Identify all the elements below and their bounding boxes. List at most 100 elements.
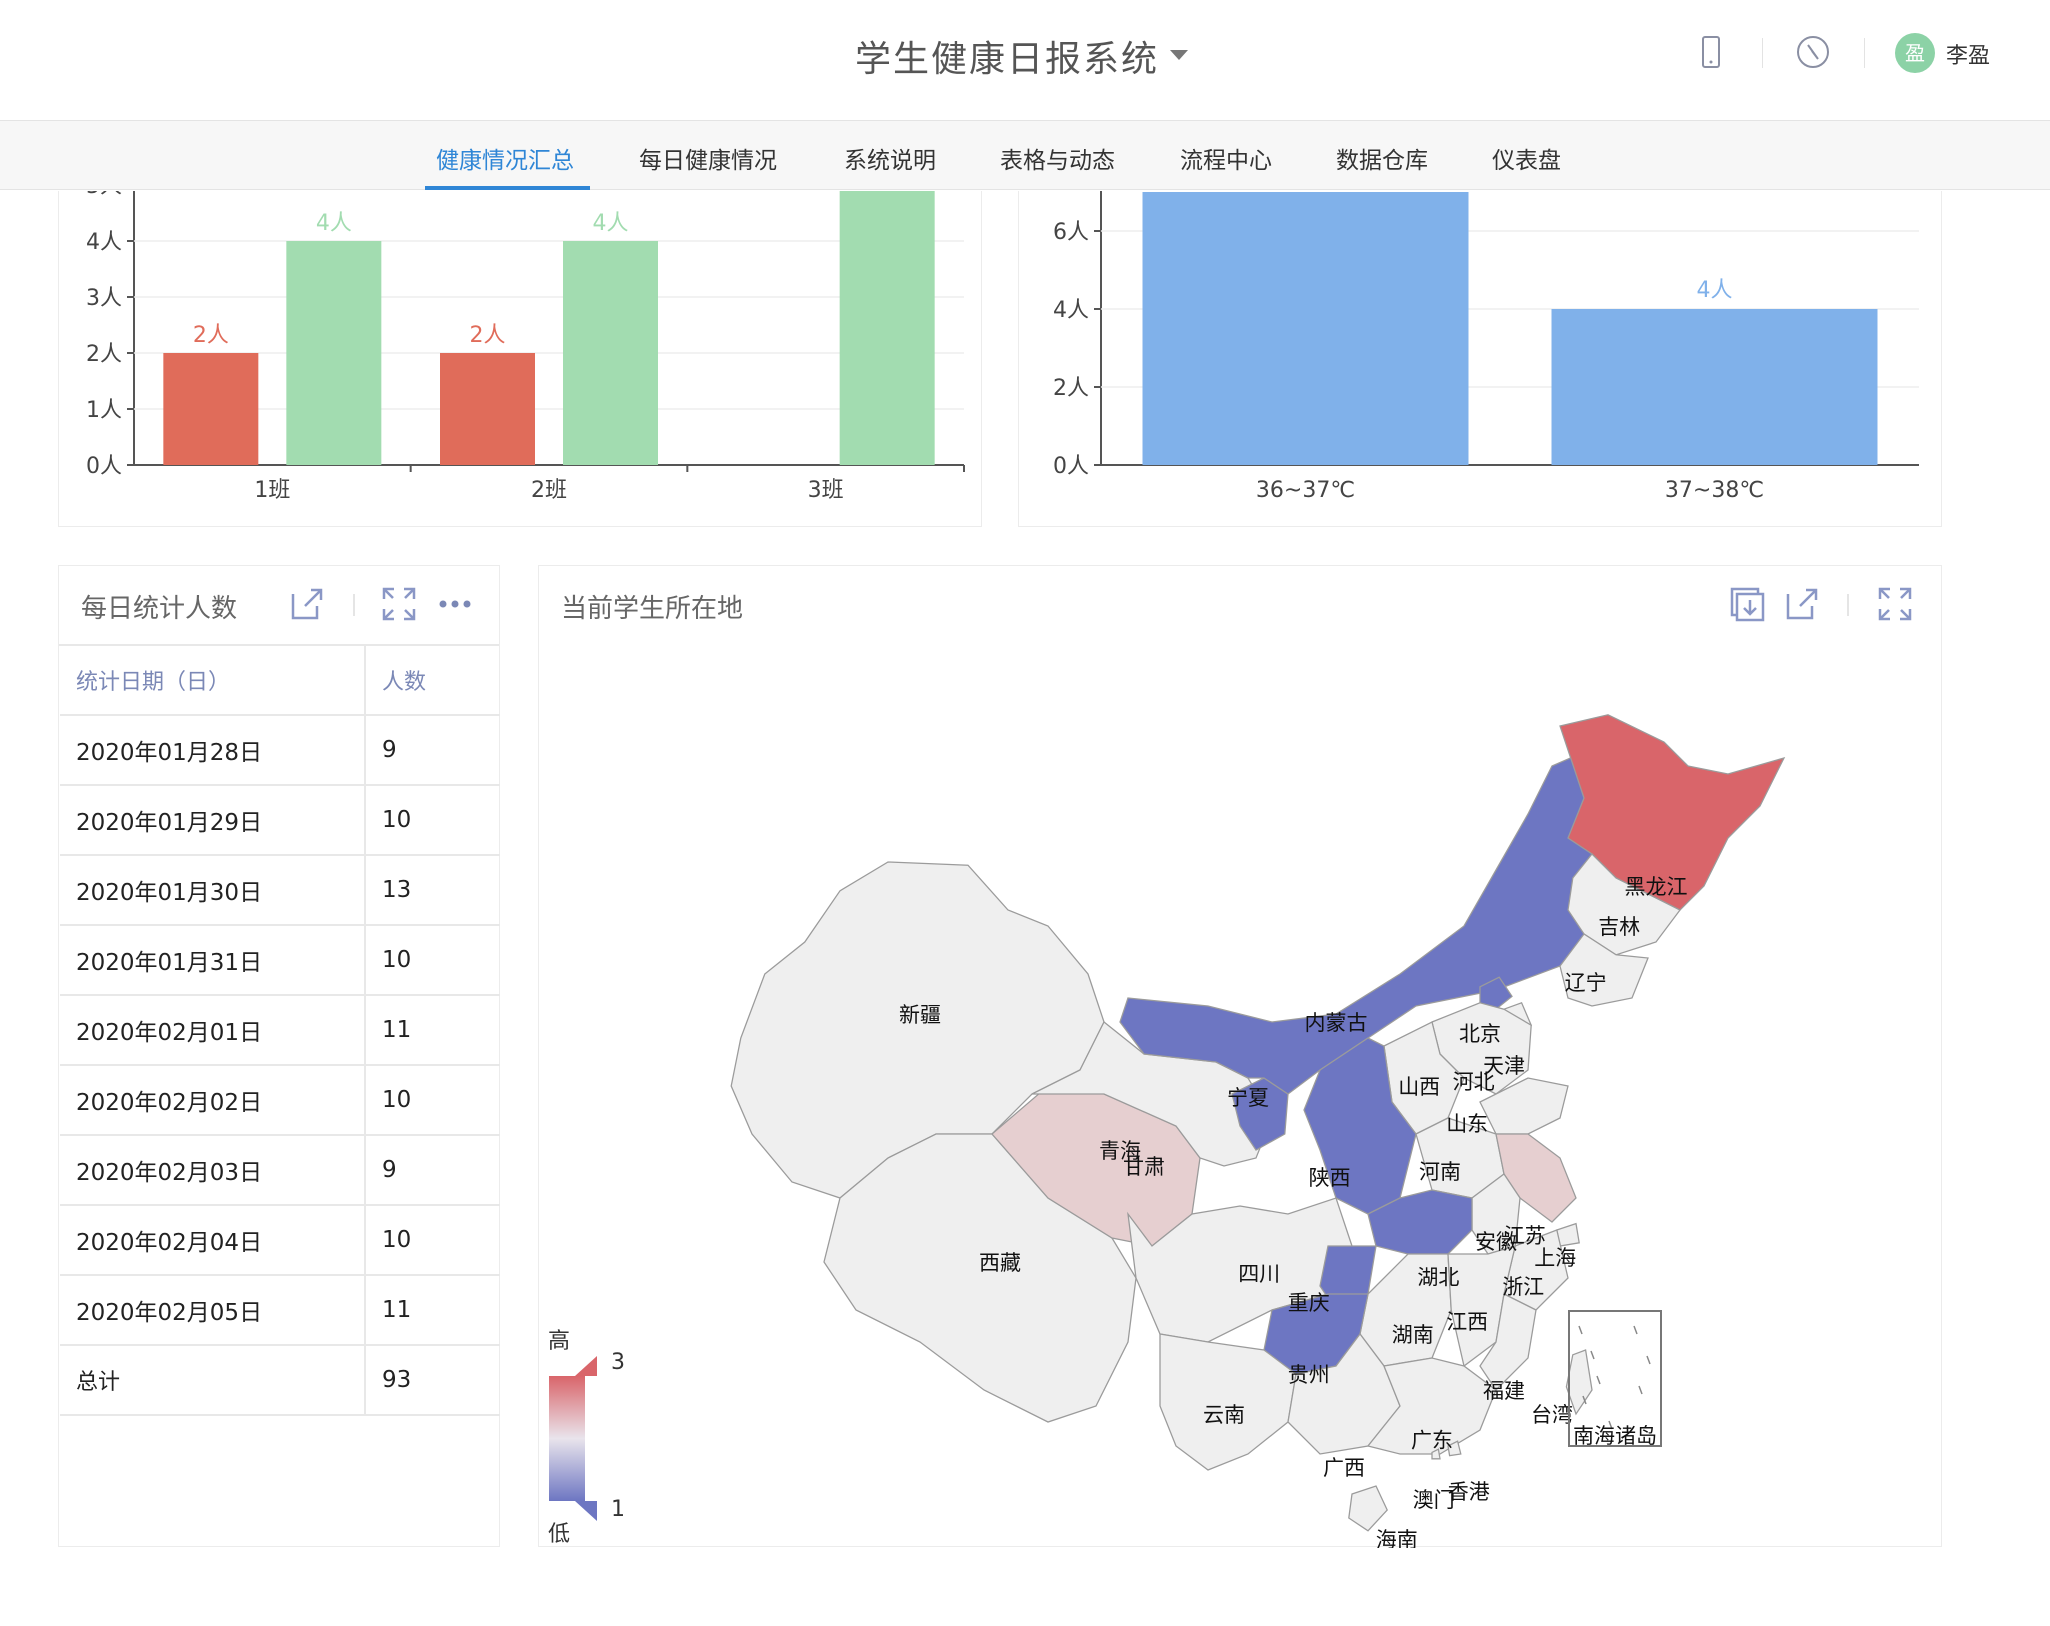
province-label: 广东 [1411,1429,1453,1453]
province-30[interactable] [1366,1357,1497,1455]
province-label: 北京 [1459,1022,1501,1046]
province-27[interactable] [1565,1349,1593,1416]
avatar[interactable]: 盈 [1895,33,1935,73]
cell-count: 10 [365,1205,500,1276]
south-sea-inset: 南海诸岛 [1568,1310,1662,1448]
header-divider [1762,38,1763,68]
province-label: 河北 [1453,1070,1495,1094]
column-header-count[interactable]: 人数 [365,645,500,716]
province-label: 香港 [1448,1480,1490,1504]
legend-low-handle[interactable] [575,1501,597,1521]
province-label: 重庆 [1288,1291,1330,1315]
province-1[interactable] [823,1133,1137,1423]
inset-dash [1590,1350,1595,1360]
panel-title: 当前学生所在地 [561,594,744,624]
legend-min-value: 1 [611,1497,625,1522]
cell-date: 2020年01月29日 [60,785,366,856]
more-icon[interactable] [437,598,473,610]
inset-frame [1568,1310,1662,1447]
province-32[interactable] [1431,1448,1441,1460]
toolbar-divider [353,594,355,616]
province-28[interactable] [1159,1333,1297,1471]
province-6[interactable] [1559,714,1786,911]
nav-tab-data-warehouse[interactable]: 数据仓库 [1336,148,1428,174]
cell-count: 13 [365,855,500,926]
cell-date: 2020年02月04日 [60,1205,366,1276]
province-7[interactable] [1567,853,1681,956]
nav-tab-system-notes[interactable]: 系统说明 [844,148,936,174]
cell-count: 10 [365,925,500,996]
open-external-icon[interactable] [289,586,325,622]
table-total-row: 总计 93 [60,1345,500,1416]
province-label: 海南 [1376,1528,1418,1548]
south-sea-label: 南海诸岛 [1573,1424,1657,1448]
class-chart-panel: 0人 1人 2人 3人 4人 5人 1班 2人 4人 2班 2人 4人 3班 [58,174,982,527]
mobile-icon[interactable] [1692,33,1730,71]
cell-date: 2020年02月03日 [60,1135,366,1206]
user-name[interactable]: 李盈 [1946,44,1991,69]
table-row: 2020年01月28日 9 [60,715,500,786]
panel-title: 每日统计人数 [81,594,238,624]
province-8[interactable] [1559,933,1649,1007]
toolbar-divider [1847,594,1849,616]
column-header-date[interactable]: 统计日期（日） [60,645,366,716]
cell-count: 11 [365,1275,500,1346]
main-nav: 健康情况汇总 每日健康情况 系统说明 表格与动态 流程中心 数据仓库 仪表盘 [0,120,2050,190]
table-row: 2020年02月05日 11 [60,1275,500,1346]
nav-tab-daily-health[interactable]: 每日健康情况 [639,148,777,174]
bar-value-label: 4人 [593,211,629,236]
fullscreen-icon[interactable] [1877,586,1913,622]
legend-high-handle[interactable] [575,1356,597,1376]
app-title[interactable]: 学生健康日报系统 [855,39,1160,80]
compass-icon[interactable] [1794,33,1832,71]
cell-count: 9 [365,715,500,786]
fullscreen-icon[interactable] [381,586,417,622]
download-icon[interactable] [1729,586,1765,622]
province-33[interactable] [1348,1485,1388,1532]
province-label: 宁夏 [1227,1086,1269,1110]
bar [563,241,658,465]
cell-count: 11 [365,995,500,1066]
y-tick-label: 0人 [86,454,122,479]
bar [1142,192,1469,465]
province-9[interactable] [1479,976,1513,1010]
province-label: 江苏 [1504,1224,1546,1248]
nav-tab-forms-dynamics[interactable]: 表格与动态 [1000,148,1115,174]
header-divider [1864,38,1865,68]
inset-dash [1608,1420,1613,1430]
bar-value-label: 4人 [316,211,352,236]
province-label: 浙江 [1502,1275,1544,1299]
province-label: 天津 [1483,1054,1525,1078]
nav-tab-process-center[interactable]: 流程中心 [1180,148,1272,174]
cell-date: 2020年01月30日 [60,855,366,926]
app-switch-caret-icon[interactable] [1170,50,1188,60]
visual-map-legend: 高低 3 1 [548,1329,625,1547]
province-label: 澳门 [1413,1488,1455,1512]
province-label: 内蒙古 [1305,1011,1368,1035]
nav-tab-health-summary[interactable]: 健康情况汇总 [436,148,574,174]
nav-tab-dashboard[interactable]: 仪表盘 [1492,148,1561,174]
cell-count: 9 [365,1135,500,1206]
bar [440,353,535,465]
app-header: 学生健康日报系统 盈 李盈 [0,0,2050,120]
temperature-chart-panel: 0人 2人 4人 6人 36~37℃ 37~38℃ 4人 [1018,191,1942,527]
province-label: 辽宁 [1565,971,1607,995]
province-label: 湖北 [1417,1265,1459,1289]
province-19[interactable] [1367,1189,1473,1255]
province-label: 黑龙江 [1625,875,1688,899]
province-label: 福建 [1483,1379,1525,1403]
inset-dash [1633,1325,1638,1335]
bar [163,353,259,465]
province-label: 吉林 [1598,915,1640,939]
active-tab-indicator [425,186,590,190]
province-31[interactable] [1447,1440,1462,1457]
x-tick-label: 2班 [531,478,567,503]
table-row: 2020年02月01日 11 [60,995,500,1066]
open-external-icon[interactable] [1784,586,1820,622]
table-row: 2020年02月04日 10 [60,1205,500,1276]
province-label: 山东 [1446,1112,1488,1136]
bar-value-label: 2人 [193,323,229,348]
province-label: 西藏 [979,1251,1021,1275]
map-regions [730,714,1786,1532]
